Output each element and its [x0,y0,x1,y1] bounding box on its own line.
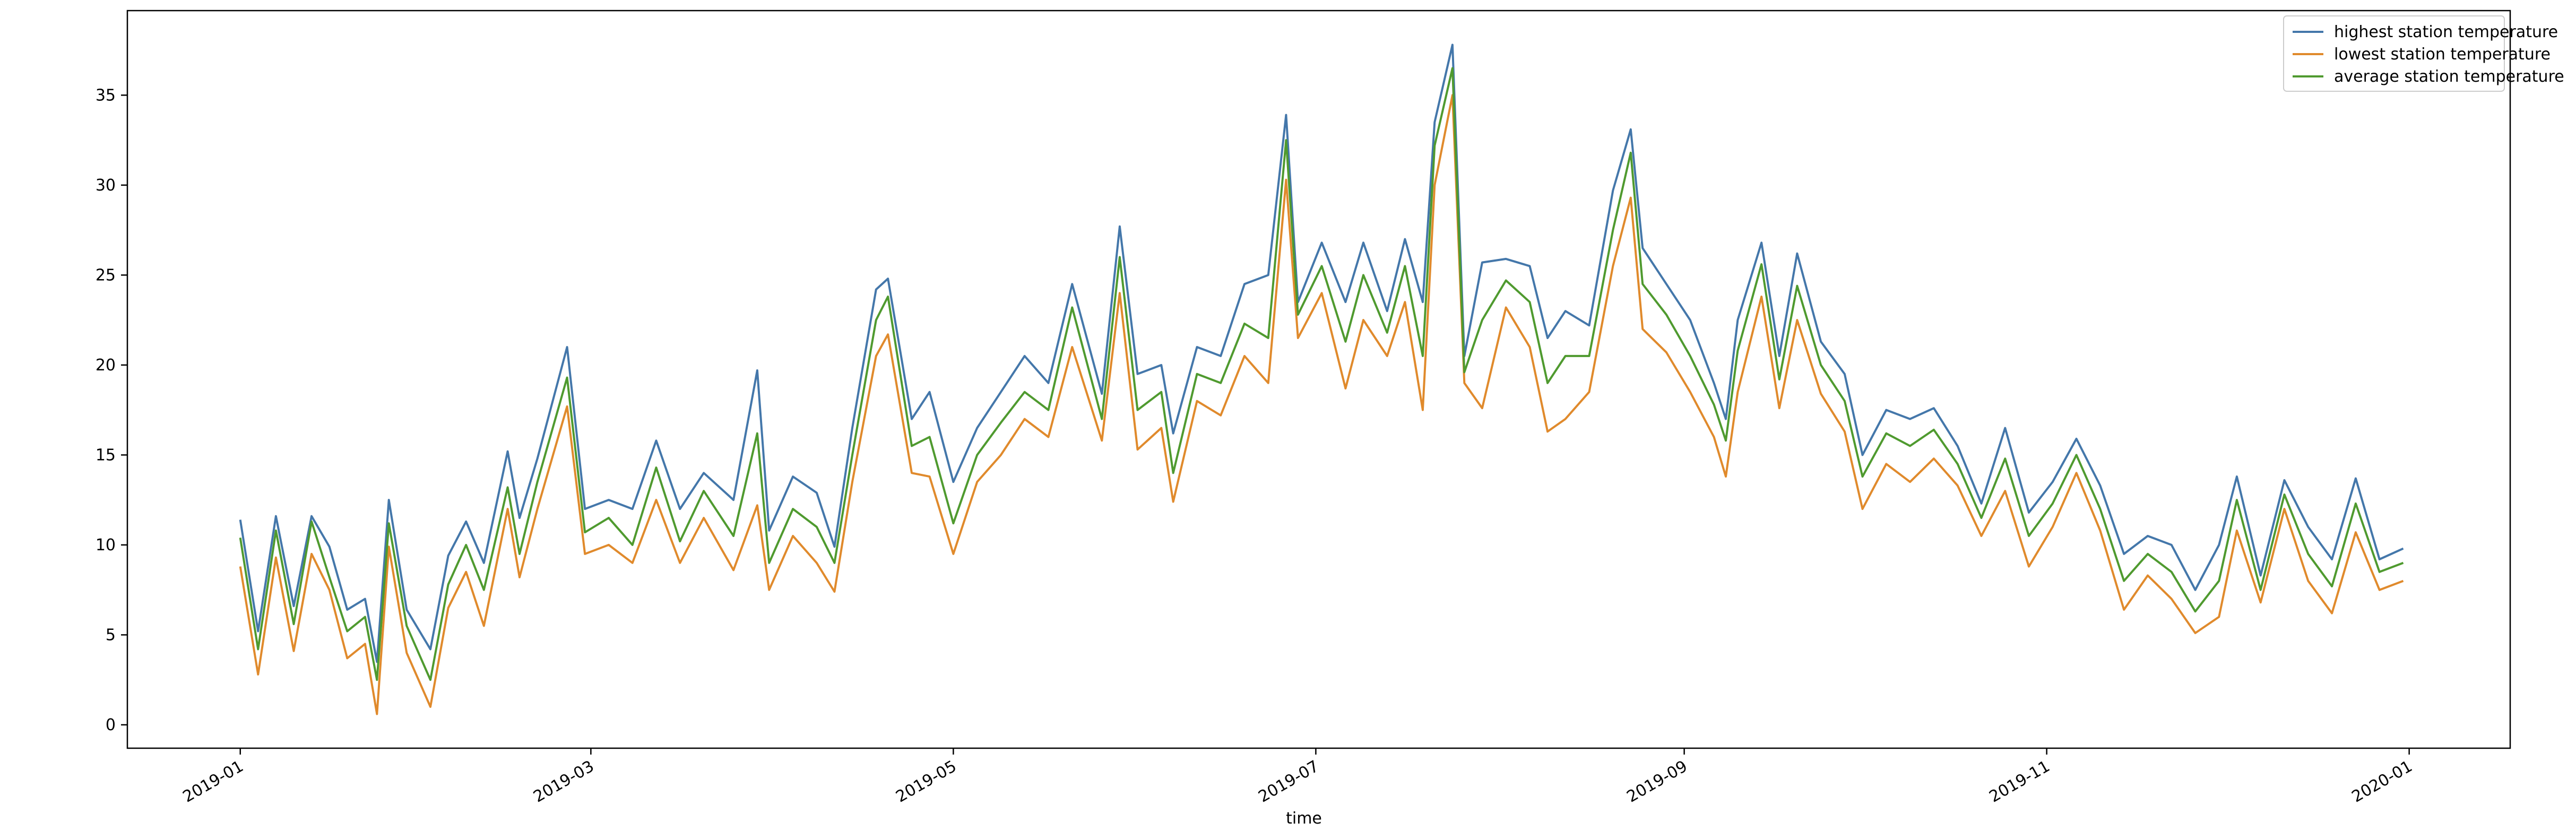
y-tick-label: 5 [106,626,116,644]
y-tick-label: 30 [96,176,116,195]
x-axis-label: time [1286,809,1322,828]
y-tick-label: 25 [96,266,116,284]
legend-label-highest: highest station temperature [2334,23,2558,41]
y-axis: 0 5 10 15 20 25 30 35 [96,86,127,734]
y-tick-label: 20 [96,356,116,375]
legend-label-lowest: lowest station temperature [2334,45,2551,64]
series-line-average [239,67,2404,681]
y-tick-label: 35 [96,86,116,105]
legend-label-average: average station temperature [2334,67,2564,86]
y-tick-label: 0 [106,716,116,734]
series-layer [239,44,2404,715]
series-line-lowest [239,94,2404,715]
legend-box [2283,15,2505,92]
plot-frame [126,10,2511,749]
y-tick-label: 15 [96,446,116,464]
y-tick-label: 10 [96,536,116,555]
legend: highest station temperature lowest stati… [2283,15,2564,92]
